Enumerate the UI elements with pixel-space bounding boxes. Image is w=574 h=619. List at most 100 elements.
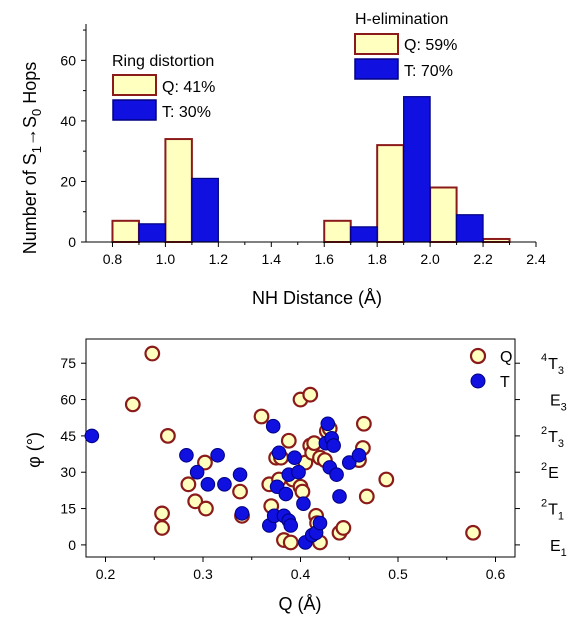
- bottom-point-t: [352, 448, 366, 462]
- top-x-tick-label: 1.8: [367, 251, 387, 267]
- top-panel: 0.8 1.0 1.2 1.4 1.6 1.8 2.0 2.2 2.4 0 20 40 60 NH Di…: [20, 11, 546, 308]
- bottom-x-tick-label: 0.5: [388, 566, 408, 582]
- bottom-series-t: [85, 417, 366, 549]
- conformer-label: E3: [550, 393, 567, 414]
- top-bar-q: [112, 221, 138, 242]
- top-x-tick-label: 0.8: [103, 251, 123, 267]
- bottom-point-q: [380, 473, 394, 487]
- bottom-point-q: [337, 521, 351, 535]
- top-bar-t: [192, 178, 218, 242]
- bottom-point-t: [321, 417, 335, 431]
- conformer-label: 2T3: [541, 425, 564, 450]
- top-x-tick-label: 2.4: [526, 251, 546, 267]
- bottom-point-t: [313, 516, 327, 530]
- bottom-x-tick-label: 0.3: [193, 566, 213, 582]
- top-y-tick-label: 20: [60, 173, 76, 189]
- bottom-y-tick-label: 45: [60, 428, 76, 444]
- top-bar-q: [324, 221, 350, 242]
- top-x-tick-label: 1.6: [315, 251, 335, 267]
- bottom-point-t: [233, 468, 247, 482]
- bottom-plot-frame: [86, 339, 515, 557]
- bottom-point-t: [266, 419, 280, 433]
- top-x-tick-label: 1.4: [262, 251, 282, 267]
- bottom-y-tick-label: 15: [60, 501, 76, 517]
- h-legend-t: T: 70%: [404, 63, 453, 80]
- bottom-legend-t-marker: [471, 374, 485, 388]
- bottom-y-tick-label: 30: [60, 464, 76, 480]
- bottom-x-tick-label: 0.2: [96, 566, 116, 582]
- bottom-point-q: [296, 485, 310, 499]
- bottom-point-q: [284, 536, 298, 550]
- top-x-tick-label: 2.0: [420, 251, 440, 267]
- bottom-point-t: [190, 465, 204, 479]
- bottom-point-t: [180, 448, 194, 462]
- top-x-tick-label: 2.2: [473, 251, 493, 267]
- bottom-y-tick-label: 60: [60, 392, 76, 408]
- bottom-point-t: [272, 446, 286, 460]
- ring-legend-q-swatch: [113, 75, 156, 95]
- bottom-point-t: [297, 497, 311, 511]
- bottom-point-q: [182, 478, 196, 492]
- top-bar-q: [377, 145, 403, 242]
- bottom-point-t: [333, 490, 347, 504]
- bottom-point-t: [327, 439, 341, 453]
- top-x-tick-label: 1.2: [209, 251, 229, 267]
- top-x-tick-label: 1.0: [156, 251, 176, 267]
- bottom-point-q: [282, 434, 296, 448]
- ring-legend-t: T: 30%: [162, 104, 211, 121]
- top-bar-t: [404, 97, 430, 242]
- top-bar-q: [165, 139, 191, 242]
- bottom-point-q: [155, 521, 169, 535]
- bottom-point-t: [218, 478, 232, 492]
- conformer-label: 4T3: [541, 352, 564, 377]
- bottom-series-q: [126, 347, 480, 550]
- bottom-xlabel: Q (Å): [279, 594, 322, 614]
- bottom-legend-q-marker: [471, 349, 485, 363]
- bottom-point-t: [85, 429, 99, 443]
- bottom-point-q: [126, 398, 140, 412]
- bottom-x-tick-label: 0.6: [486, 566, 506, 582]
- bottom-legend-q: Q: [500, 349, 512, 366]
- bottom-point-q: [199, 502, 213, 516]
- conformer-label: 2E: [541, 461, 559, 482]
- bottom-point-q: [357, 417, 371, 431]
- bottom-point-t: [279, 487, 293, 501]
- top-series-q: [112, 139, 509, 242]
- bottom-point-t: [288, 451, 302, 465]
- ring-legend-t-swatch: [113, 100, 156, 120]
- bottom-point-t: [292, 465, 306, 479]
- bottom-x-tick-label: 0.4: [291, 566, 311, 582]
- bottom-point-t: [235, 507, 249, 521]
- bottom-point-q: [360, 490, 374, 504]
- top-y-tick-label: 60: [60, 52, 76, 68]
- top-xlabel: NH Distance (Å): [252, 288, 382, 308]
- top-bar-t: [139, 224, 165, 242]
- bottom-point-q: [155, 507, 169, 521]
- bottom-point-q: [233, 485, 247, 499]
- bottom-point-t: [284, 519, 298, 533]
- bottom-y-tick-label: 75: [60, 355, 76, 371]
- bottom-panel: 0.2 0.3 0.4 0.5 0.6 0 15 30 45 60 75 4T3 E3 2T3 2E 2T1…: [24, 339, 567, 614]
- ring-distortion-title: Ring distortion: [112, 53, 214, 70]
- bottom-right-labels: 4T3 E3 2T3 2E 2T1 E1: [541, 352, 567, 559]
- bottom-point-t: [201, 478, 215, 492]
- bottom-legend-t: T: [500, 374, 510, 391]
- ring-legend-q: Q: 41%: [162, 79, 215, 96]
- conformer-label: 2T1: [541, 498, 564, 523]
- bottom-point-q: [146, 347, 160, 361]
- bottom-point-q: [466, 526, 480, 540]
- h-legend-t-swatch: [355, 59, 398, 79]
- bottom-point-t: [211, 448, 225, 462]
- top-ylabel: Number of S1→S0 Hops: [20, 62, 44, 255]
- h-elimination-title: H-elimination: [355, 11, 448, 28]
- h-legend-q-swatch: [355, 34, 398, 54]
- top-y-tick-label: 40: [60, 113, 76, 129]
- bottom-point-t: [330, 468, 344, 482]
- h-legend-q: Q: 59%: [404, 37, 457, 54]
- top-bar-t: [351, 227, 377, 242]
- bottom-point-q: [255, 410, 269, 424]
- top-y-tick-label: 0: [68, 234, 76, 250]
- conformer-label: E1: [550, 538, 567, 559]
- bottom-y-tick-label: 0: [68, 537, 76, 553]
